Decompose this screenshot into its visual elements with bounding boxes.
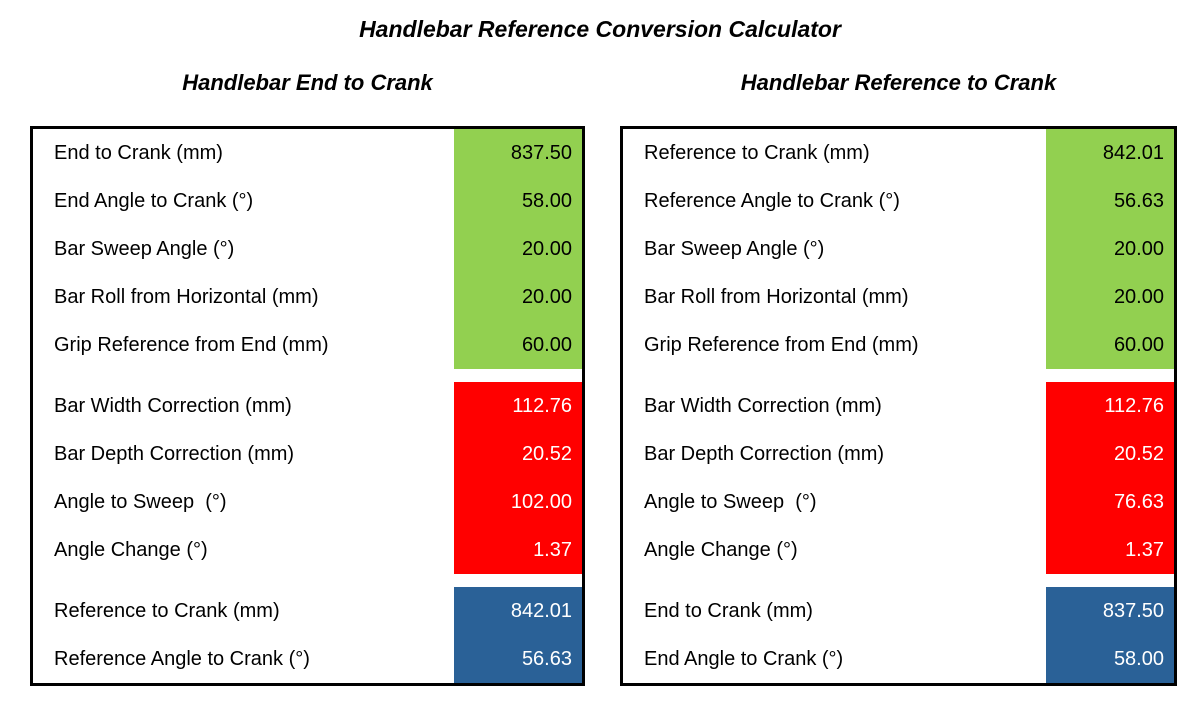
correction-section: Bar Width Correction (mm) 112.76 Bar Dep… [33,382,582,574]
row-label: Grip Reference from End (mm) [54,333,329,356]
row-label: Bar Width Correction (mm) [54,394,292,417]
row-label: Reference to Crank (mm) [54,599,280,622]
row-label: Angle Change (°) [54,538,208,561]
section-spacer [33,574,582,587]
row-label: Angle to Sweep (°) [54,490,227,513]
table-row: Grip Reference from End (mm) 60.00 [623,321,1174,369]
correction-cell: 1.37 [454,526,582,574]
input-cell[interactable]: 20.00 [454,273,582,321]
table-row: Bar Roll from Horizontal (mm) 20.00 [623,273,1174,321]
input-cell[interactable]: 842.01 [1046,129,1174,177]
input-section: Reference to Crank (mm) 842.01 Reference… [623,129,1174,369]
correction-cell: 102.00 [454,478,582,526]
output-cell: 58.00 [1046,635,1174,683]
table-row: End Angle to Crank (°) 58.00 [33,177,582,225]
row-label: Angle Change (°) [644,538,798,561]
correction-cell: 112.76 [1046,382,1174,430]
table-row: Grip Reference from End (mm) 60.00 [33,321,582,369]
table-row: Reference Angle to Crank (°) 56.63 [33,635,582,683]
input-cell[interactable]: 837.50 [454,129,582,177]
table-row: Reference Angle to Crank (°) 56.63 [623,177,1174,225]
input-cell[interactable]: 20.00 [1046,273,1174,321]
section-spacer [33,369,582,382]
row-label: Reference to Crank (mm) [644,141,870,164]
row-label: Bar Sweep Angle (°) [644,237,825,260]
row-label: Bar Roll from Horizontal (mm) [644,285,909,308]
page-title: Handlebar Reference Conversion Calculato… [359,16,841,42]
table-row: Reference to Crank (mm) 842.01 [33,587,582,635]
output-cell: 56.63 [454,635,582,683]
row-label: Bar Depth Correction (mm) [54,442,295,465]
output-section: End to Crank (mm) 837.50 End Angle to Cr… [623,587,1174,683]
panel-reference-to-crank: Handlebar Reference to Crank Reference t… [620,69,1177,686]
input-cell[interactable]: 20.00 [1046,225,1174,273]
row-label: Grip Reference from End (mm) [644,333,919,356]
table-row: Angle to Sweep (°) 76.63 [623,478,1174,526]
correction-cell: 20.52 [1046,430,1174,478]
row-label: Bar Width Correction (mm) [644,394,882,417]
row-label: Reference Angle to Crank (°) [54,647,310,670]
calc-table: Reference to Crank (mm) 842.01 Reference… [620,126,1177,686]
table-row: Bar Width Correction (mm) 112.76 [623,382,1174,430]
correction-cell: 76.63 [1046,478,1174,526]
table-row: Bar Sweep Angle (°) 20.00 [623,225,1174,273]
table-row: Bar Sweep Angle (°) 20.00 [33,225,582,273]
input-cell[interactable]: 58.00 [454,177,582,225]
row-label: End to Crank (mm) [54,141,223,164]
row-label: End Angle to Crank (°) [644,647,844,670]
panels-container: Handlebar End to Crank End to Crank (mm)… [0,69,1200,686]
row-label: Reference Angle to Crank (°) [644,189,900,212]
row-label: End to Crank (mm) [644,599,813,622]
panel-end-to-crank: Handlebar End to Crank End to Crank (mm)… [30,69,585,686]
output-cell: 837.50 [1046,587,1174,635]
output-cell: 842.01 [454,587,582,635]
table-row: End to Crank (mm) 837.50 [33,129,582,177]
table-row: Angle to Sweep (°) 102.00 [33,478,582,526]
input-section: End to Crank (mm) 837.50 End Angle to Cr… [33,129,582,369]
panel-heading: Handlebar End to Crank [182,70,433,95]
table-row: Bar Roll from Horizontal (mm) 20.00 [33,273,582,321]
table-row: Angle Change (°) 1.37 [623,526,1174,574]
table-row: Bar Width Correction (mm) 112.76 [33,382,582,430]
table-row: End Angle to Crank (°) 58.00 [623,635,1174,683]
correction-section: Bar Width Correction (mm) 112.76 Bar Dep… [623,382,1174,574]
input-cell[interactable]: 60.00 [1046,321,1174,369]
correction-cell: 112.76 [454,382,582,430]
output-section: Reference to Crank (mm) 842.01 Reference… [33,587,582,683]
row-label: Bar Roll from Horizontal (mm) [54,285,319,308]
input-cell[interactable]: 20.00 [454,225,582,273]
section-spacer [623,369,1174,382]
table-row: Reference to Crank (mm) 842.01 [623,129,1174,177]
input-cell[interactable]: 60.00 [454,321,582,369]
calc-table: End to Crank (mm) 837.50 End Angle to Cr… [30,126,585,686]
input-cell[interactable]: 56.63 [1046,177,1174,225]
row-label: Bar Depth Correction (mm) [644,442,885,465]
table-row: Bar Depth Correction (mm) 20.52 [623,430,1174,478]
section-spacer [623,574,1174,587]
correction-cell: 20.52 [454,430,582,478]
table-row: End to Crank (mm) 837.50 [623,587,1174,635]
table-row: Angle Change (°) 1.37 [33,526,582,574]
row-label: Angle to Sweep (°) [644,490,817,513]
row-label: End Angle to Crank (°) [54,189,254,212]
table-row: Bar Depth Correction (mm) 20.52 [33,430,582,478]
panel-heading: Handlebar Reference to Crank [740,70,1057,95]
row-label: Bar Sweep Angle (°) [54,237,235,260]
correction-cell: 1.37 [1046,526,1174,574]
